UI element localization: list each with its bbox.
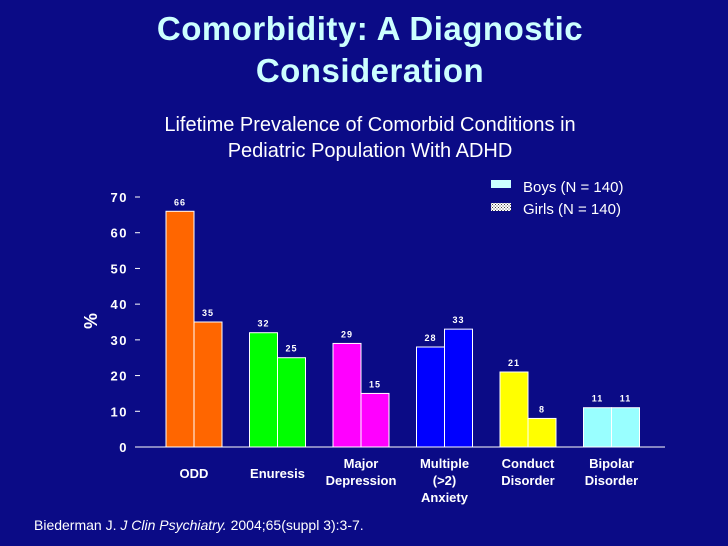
category-label-anxiety: Multiple [420,456,469,471]
bar-depression-boys [332,342,362,448]
y-tick-label: 10 [111,404,128,419]
citation-author: Biederman J. [34,517,121,533]
legend-swatch-girls [491,203,511,211]
data-label: 21 [508,358,520,368]
bar-odd-girls [193,321,223,448]
data-label: 28 [424,333,436,343]
bar-conduct-boys [499,371,529,448]
category-label-conduct: Disorder [501,473,554,488]
category-label-conduct: Conduct [502,456,555,471]
category-label-anxiety: (>2) [433,473,456,488]
legend-label-boys: Boys (N = 140) [523,179,623,196]
bar-depression-girls [360,392,390,448]
category-label-odd: ODD [180,466,209,481]
category-label-enuresis: Enuresis [250,466,305,481]
bar-bipolar-boys [583,407,612,448]
slide-title: Comorbidity: A Diagnostic Consideration [60,8,680,92]
legend-label-girls: Girls (N = 140) [523,201,621,218]
category-label-anxiety: Anxiety [421,490,469,505]
bar-anxiety-girls [444,328,473,448]
category-label-depression: Depression [326,473,397,488]
y-tick-label: 70 [111,190,128,205]
data-label: 25 [285,344,297,354]
y-tick-label: 0 [119,440,128,455]
bar-anxiety-boys [416,346,445,448]
bar-conduct-girls [527,417,557,448]
y-tick-label: 50 [111,261,128,276]
y-axis-label: % [81,313,101,329]
y-tick-label: 20 [111,369,128,384]
data-label: 15 [369,379,381,389]
title-line-2: Consideration [255,52,485,89]
data-label: 66 [174,197,186,207]
title-line-1: Comorbidity: A Diagnostic [156,10,584,47]
legend-swatch-boys [491,180,511,188]
citation-journal: J Clin Psychiatry. [120,517,227,533]
bar-enuresis-girls [277,357,306,448]
citation: Biederman J. J Clin Psychiatry. 2004;65(… [34,517,364,533]
y-tick-label: 60 [111,226,128,241]
subtitle-line-1: Lifetime Prevalence of Comorbid Conditio… [164,114,576,136]
citation-details: 2004;65(suppl 3):3-7. [226,517,364,533]
y-tick-label: 40 [111,297,128,312]
chart-subtitle: Lifetime Prevalence of Comorbid Conditio… [90,112,650,164]
data-label: 11 [592,394,604,404]
bar-bipolar-girls [611,407,640,448]
category-label-bipolar: Disorder [585,473,638,488]
subtitle-line-2: Pediatric Population With ADHD [227,140,513,162]
category-label-bipolar: Bipolar [589,456,634,471]
data-label: 35 [202,308,214,318]
bar-enuresis-boys [249,332,278,448]
bar-odd-boys [165,210,195,448]
y-tick-label: 30 [111,333,128,348]
data-label: 32 [257,319,269,329]
data-label: 11 [620,394,632,404]
data-label: 33 [452,315,464,325]
data-label: 29 [341,329,353,339]
data-label: 8 [539,404,545,414]
category-label-depression: Major [344,456,379,471]
